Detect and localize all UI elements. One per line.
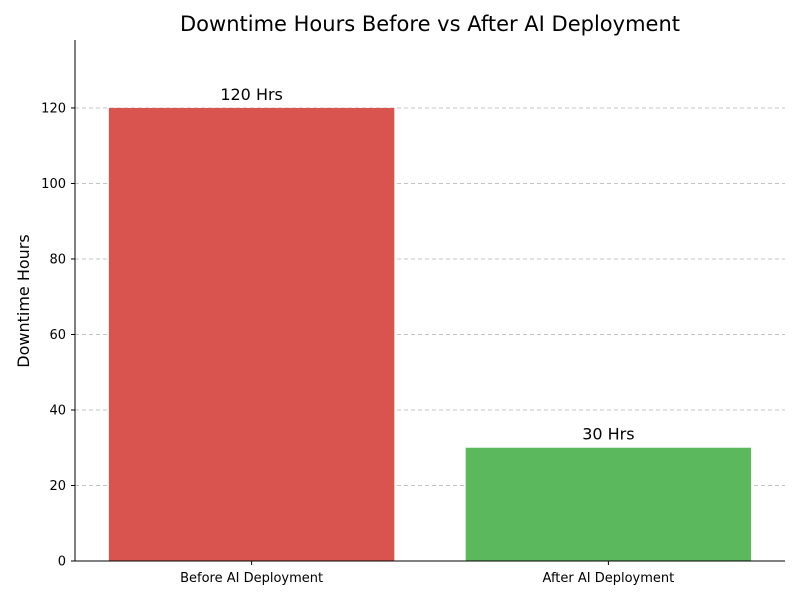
x-tick-label: After AI Deployment [543,571,675,586]
bar-data-label: 30 Hrs [582,425,634,444]
y-tick-label: 80 [49,252,66,267]
y-tick-label: 100 [41,177,66,192]
y-axis-label: Downtime Hours [14,234,33,367]
chart-title: Downtime Hours Before vs After AI Deploy… [180,12,680,36]
bar [465,447,752,561]
y-tick-label: 20 [49,479,66,494]
y-tick-label: 0 [58,555,66,570]
bar [108,107,395,562]
bar-data-label: 120 Hrs [220,85,283,104]
y-tick-label: 120 [41,101,66,116]
y-tick-label: 60 [49,328,66,343]
y-tick-label: 40 [49,403,66,418]
x-tick-label: Before AI Deployment [180,571,323,586]
